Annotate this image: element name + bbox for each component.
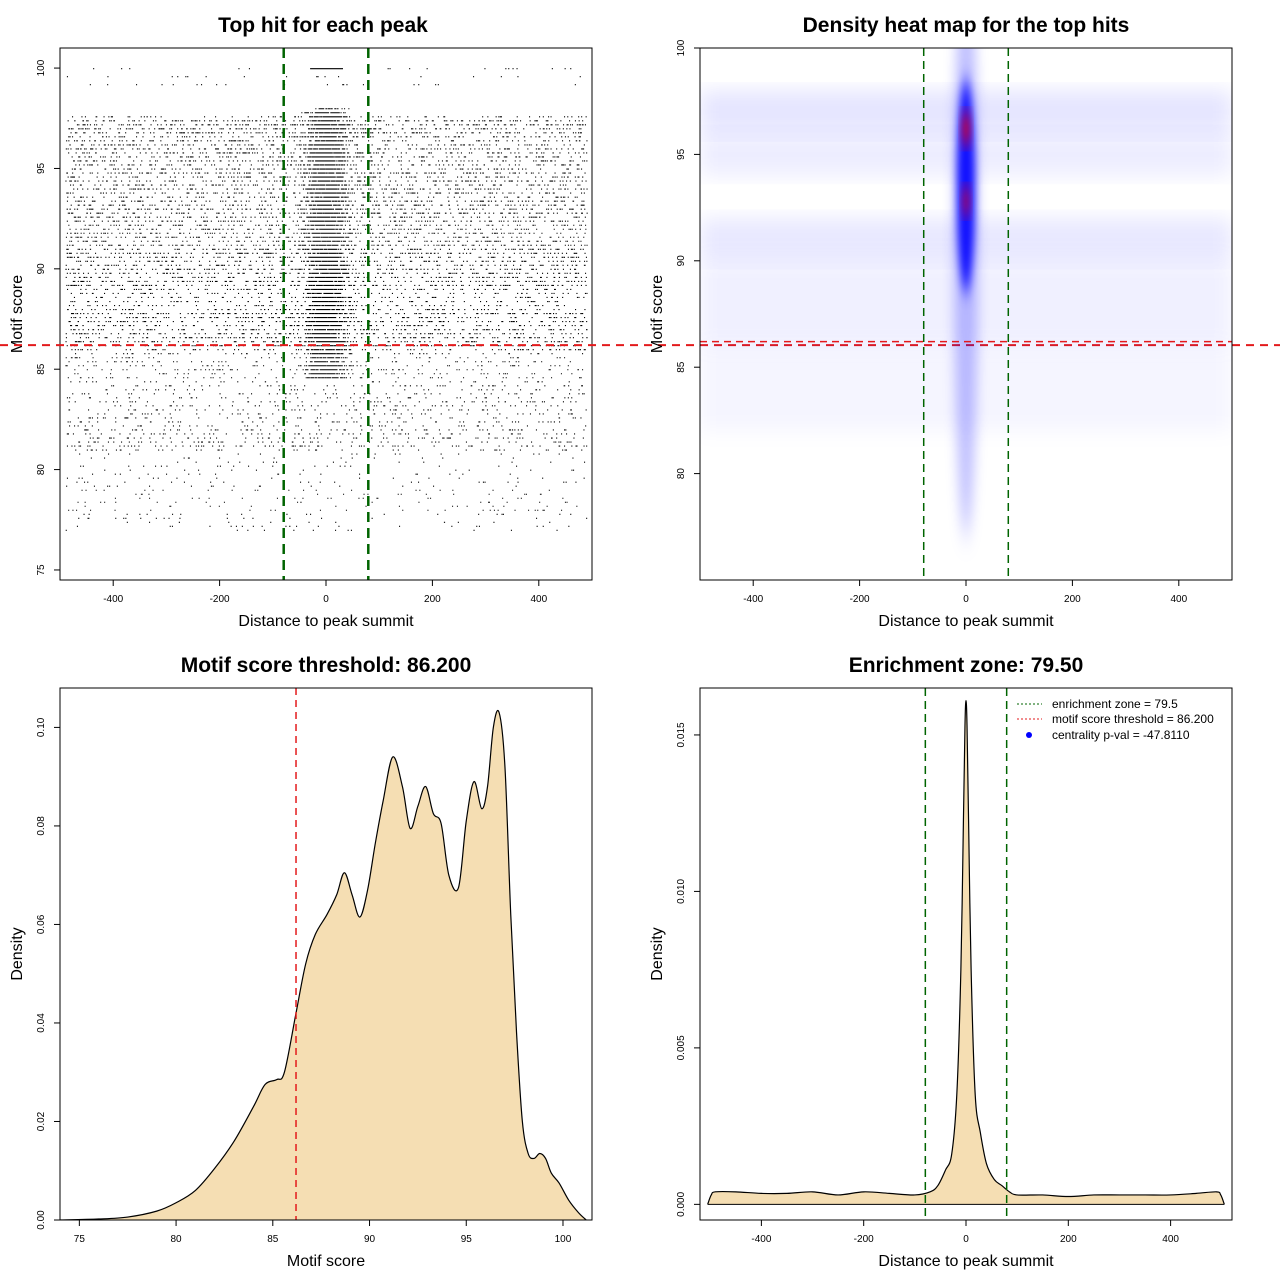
scatter-y-label: Motif score: [9, 275, 26, 353]
scatter-x-label: Distance to peak summit: [238, 613, 414, 630]
density-area: [707, 700, 1225, 1205]
legend-swatch-centrality: [1026, 732, 1032, 738]
y-tick-label: 0.015: [676, 722, 687, 747]
x-tick-label: -400: [751, 1234, 771, 1245]
scatter-title: Top hit for each peak: [218, 14, 428, 37]
y-tick-label: 95: [36, 162, 47, 174]
x-tick-label: 85: [267, 1234, 279, 1245]
y-tick-label: 0.000: [676, 1191, 687, 1216]
x-tick-label: 0: [963, 1234, 969, 1245]
heatmap-density: [700, 48, 1232, 538]
scatter-points: [65, 68, 588, 531]
scatter-x-axis: -400 -200 0 200 400: [103, 580, 548, 605]
y-tick-label: 0.10: [36, 717, 47, 737]
y-tick-label: 0.06: [36, 914, 47, 934]
enrichment-y-axis: 0.000 0.005 0.010 0.015: [676, 722, 700, 1217]
x-tick-label: 200: [1064, 594, 1081, 605]
heatmap-hotspot: [962, 187, 970, 216]
x-tick-label: 0: [323, 594, 329, 605]
heatmap-reference-lines: [700, 48, 1232, 580]
score-density-plot-frame: [59, 687, 593, 1221]
enrichment-title: Enrichment zone: 79.50: [849, 654, 1084, 677]
x-tick-label: 95: [461, 1234, 473, 1245]
x-tick-label: 75: [74, 1234, 86, 1245]
scatter-point-cloud: [65, 68, 588, 531]
heatmap-x-label: Distance to peak summit: [878, 613, 1054, 630]
enrichment-y-label: Density: [649, 927, 666, 980]
y-tick-label: 0.02: [36, 1111, 47, 1131]
score-density-curve: [60, 688, 587, 1220]
x-tick-label: -400: [743, 594, 763, 605]
enrichment-x-label: Distance to peak summit: [878, 1253, 1054, 1270]
heatmap-hotspot: [962, 112, 970, 145]
y-tick-label: 0.08: [36, 816, 47, 836]
density-area: [60, 710, 587, 1220]
y-tick-label: 85: [676, 361, 687, 373]
y-tick-label: 100: [36, 59, 47, 76]
heatmap-x-axis: -400 -200 0 200 400: [743, 580, 1188, 605]
x-tick-label: 400: [1162, 1234, 1179, 1245]
panel-enrichment: Enrichment zone: 79.50 -400 -200 0 200 400 0…: [649, 654, 1233, 1270]
scatter-y-axis: 75 80 85 90 95 100: [36, 59, 60, 576]
y-tick-label: 95: [676, 148, 687, 160]
x-tick-label: 90: [364, 1234, 376, 1245]
y-tick-label: 80: [36, 464, 47, 476]
density-line: [707, 699, 1225, 1205]
x-tick-label: -200: [854, 1234, 874, 1245]
x-tick-label: 0: [963, 594, 969, 605]
heatmap-core: [957, 79, 975, 293]
x-tick-label: 80: [171, 1234, 183, 1245]
y-tick-label: 0.00: [36, 1210, 47, 1230]
score-density-y-label: Density: [9, 927, 26, 980]
legend-label-threshold: motif score threshold = 86.200: [1052, 712, 1214, 726]
y-tick-label: 90: [36, 263, 47, 275]
x-tick-label: 200: [1060, 1234, 1077, 1245]
x-tick-label: 200: [424, 594, 441, 605]
y-tick-label: 85: [36, 363, 47, 375]
x-tick-label: -200: [210, 594, 230, 605]
y-tick-label: 100: [676, 39, 687, 56]
panel-score-density: Motif score threshold: 86.200 75 80 85 90 95…: [9, 654, 593, 1270]
legend-label-centrality: centrality p-val = -47.8110: [1052, 728, 1190, 742]
x-tick-label: 100: [555, 1234, 572, 1245]
heatmap-title: Density heat map for the top hits: [803, 14, 1130, 37]
enrichment-density-curve: [707, 688, 1225, 1220]
y-tick-label: 75: [36, 564, 47, 576]
score-density-x-axis: 75 80 85 90 95 100: [74, 1220, 572, 1245]
y-tick-label: 0.005: [676, 1035, 687, 1060]
enrichment-legend: enrichment zone = 79.5 motif score thres…: [1017, 697, 1214, 742]
enrichment-x-axis: -400 -200 0 200 400: [751, 1220, 1179, 1245]
x-tick-label: -200: [850, 594, 870, 605]
y-tick-label: 0.04: [36, 1013, 47, 1033]
y-tick-label: 90: [676, 255, 687, 267]
scatter-reference-lines: [282, 48, 370, 580]
score-density-y-axis: 0.00 0.02 0.04 0.06 0.08 0.10: [36, 717, 60, 1230]
x-tick-label: -400: [103, 594, 123, 605]
heatmap-y-label: Motif score: [649, 275, 666, 353]
x-tick-label: 400: [1170, 594, 1187, 605]
y-tick-label: 80: [676, 468, 687, 480]
score-density-x-label: Motif score: [287, 1253, 365, 1270]
heatmap-y-axis: 80 85 90 95 100: [676, 39, 700, 479]
density-line: [60, 709, 587, 1220]
panel-heatmap: Density heat map for the top hits -400 -2…: [649, 14, 1233, 630]
score-density-title: Motif score threshold: 86.200: [181, 654, 472, 677]
legend-label-enrichment-zone: enrichment zone = 79.5: [1052, 697, 1178, 711]
y-tick-label: 0.010: [676, 878, 687, 903]
x-tick-label: 400: [530, 594, 547, 605]
